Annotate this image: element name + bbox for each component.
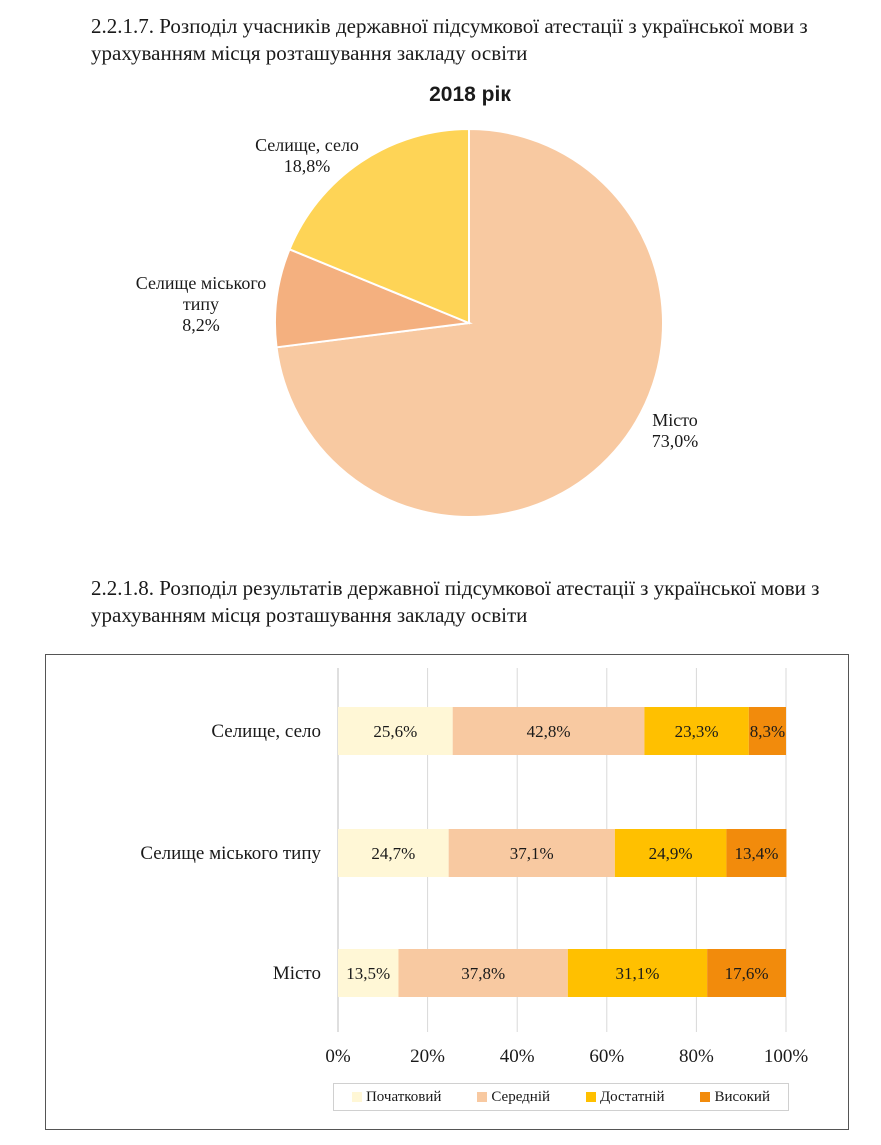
bar-segment xyxy=(338,949,399,997)
bar-value-label: 31,1% xyxy=(616,964,660,983)
bar-value-label: 24,9% xyxy=(649,844,693,863)
pie-label-line: Селище міського xyxy=(135,273,267,293)
chart-legend: Початковий Середній Достатній Високий xyxy=(333,1083,789,1111)
bar-value-label: 24,7% xyxy=(371,844,415,863)
bar-value-label: 37,1% xyxy=(510,844,554,863)
legend-item: Достатній xyxy=(585,1088,665,1106)
bar-segment xyxy=(338,707,453,755)
section-heading-participants: 2.2.1.7. Розподіл учасників державної пі… xyxy=(91,14,808,65)
pie-label-line: Місто xyxy=(652,410,698,430)
bar-segment xyxy=(707,949,786,997)
pie-label-town: Селище міського типу 8,2% xyxy=(116,273,286,336)
x-tick-label: 20% xyxy=(410,1046,445,1067)
legend-swatch xyxy=(351,1092,362,1102)
bar-value-label: 13,4% xyxy=(734,844,778,863)
bar-value-label: 37,8% xyxy=(461,964,505,983)
x-tick-label: 0% xyxy=(325,1046,351,1067)
legend-label: Середній xyxy=(491,1088,551,1105)
pie-label-village: Селище, село 18,8% xyxy=(232,135,382,177)
section-heading-results: 2.2.1.8. Розподіл результатів державної … xyxy=(91,576,820,627)
legend-label: Високий xyxy=(714,1088,770,1105)
pie-label-line: 8,2% xyxy=(182,315,220,335)
legend-label: Початковий xyxy=(365,1088,442,1105)
pie-label-line: типу xyxy=(182,294,220,314)
pie-label-line: 73,0% xyxy=(651,431,699,451)
x-tick-label: 100% xyxy=(764,1046,809,1067)
bar-value-label: 8,3% xyxy=(750,722,785,741)
pie-label-line: 18,8% xyxy=(283,156,331,176)
legend-label: Достатній xyxy=(599,1088,665,1105)
bar-segment xyxy=(448,829,615,877)
legend-swatch xyxy=(477,1092,488,1102)
category-label: Місто xyxy=(273,963,321,984)
bar-segment xyxy=(726,829,787,877)
bar-value-label: 17,6% xyxy=(725,964,769,983)
bar-chart-frame xyxy=(45,654,849,1130)
pie-chart xyxy=(274,127,664,518)
bar-segment xyxy=(338,829,449,877)
bar-segment xyxy=(452,707,645,755)
bar-segment xyxy=(614,829,727,877)
bar-value-label: 42,8% xyxy=(527,722,571,741)
x-tick-label: 60% xyxy=(589,1046,624,1067)
bar-segment xyxy=(644,707,749,755)
bar-value-label: 13,5% xyxy=(346,964,390,983)
bar-value-label: 23,3% xyxy=(675,722,719,741)
legend-swatch xyxy=(700,1092,711,1102)
legend-item: Середній xyxy=(477,1089,550,1106)
pie-slice-village xyxy=(288,127,470,325)
pie-label-city: Місто 73,0% xyxy=(620,410,730,452)
pie-label-line: Селище, село xyxy=(255,135,359,155)
bar-value-label: 25,6% xyxy=(373,722,417,741)
x-tick-label: 40% xyxy=(500,1046,535,1067)
category-label: Селище, село xyxy=(211,721,321,742)
category-label: Селище міського типу xyxy=(140,843,321,864)
pie-slice-town xyxy=(274,248,473,349)
legend-item: Початковий xyxy=(351,1088,442,1106)
bar-segment xyxy=(748,707,786,755)
x-tick-label: 80% xyxy=(679,1046,714,1067)
bar-segment xyxy=(398,949,568,997)
legend-swatch xyxy=(585,1092,596,1102)
bar-segment xyxy=(567,949,708,997)
legend-item: Високий xyxy=(700,1089,770,1106)
pie-chart-title: 2018 рік xyxy=(429,83,511,106)
